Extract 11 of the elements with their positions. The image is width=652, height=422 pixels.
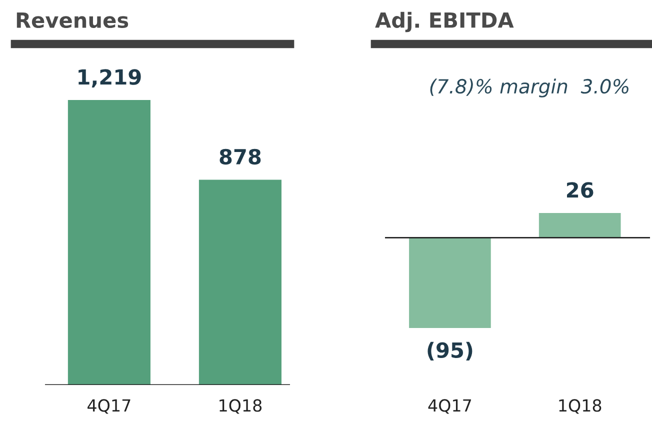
text: (7.8)% margin 3.0% [430,78,628,98]
chart-title: Adj. EBITDA [375,12,514,32]
data-label: 26 [567,182,594,198]
chart-title: Revenues [16,12,128,28]
data-label: (95) [428,342,472,360]
x-tick-label: 4Q17 [428,399,471,414]
x-tick-label: 1Q18 [220,399,262,414]
data-label: 878 [220,148,261,165]
data-label: 1,219 [78,69,141,88]
x-tick-label: 4Q17 [88,399,130,414]
x-tick-label: 1Q18 [559,399,602,414]
